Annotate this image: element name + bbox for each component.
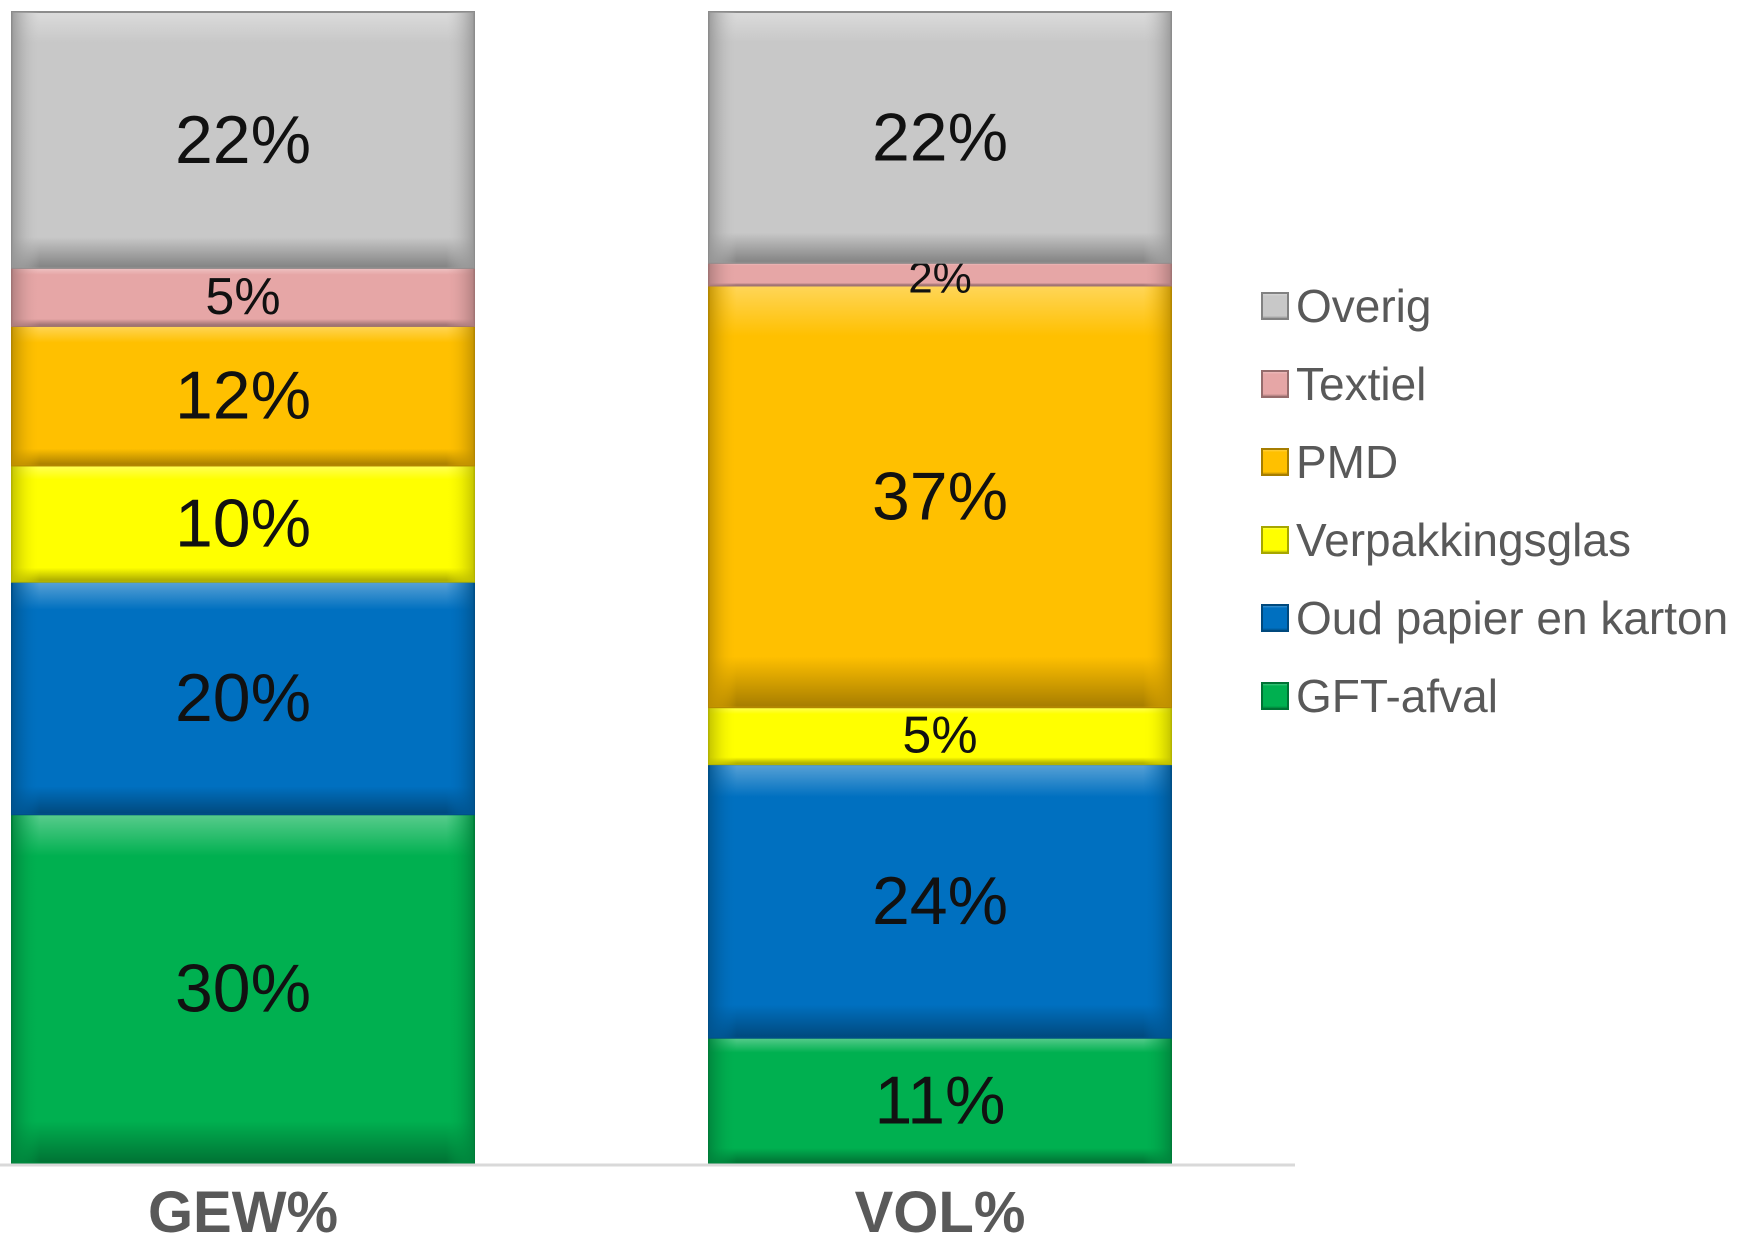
legend-item-oud-papier-en-karton: Oud papier en karton — [1261, 592, 1728, 644]
legend-label: Oud papier en karton — [1296, 592, 1728, 644]
category-label-gew: GEW% — [148, 1180, 338, 1245]
bar-segment-bevel — [12, 465, 474, 582]
data-label-overig-vol: 22% — [872, 99, 1008, 175]
legend-item-pmd: PMD — [1261, 436, 1398, 488]
legend-swatch — [1261, 604, 1289, 632]
bar-segment-bevel — [709, 285, 1171, 708]
legend-label: Overig — [1296, 280, 1431, 332]
bar-segment-bevel — [12, 581, 474, 815]
legend-swatch — [1261, 682, 1289, 710]
bar-segment-bevel — [709, 1037, 1171, 1163]
legend-item-verpakkingsglas: Verpakkingsglas — [1261, 514, 1631, 566]
data-label-oud-papier-en-karton-vol: 24% — [872, 863, 1008, 939]
data-label-overig-gew: 22% — [175, 102, 311, 178]
legend-swatch — [1261, 292, 1289, 320]
legend-swatch — [1261, 448, 1289, 476]
category-labels: GEW% VOL% — [148, 1180, 1025, 1245]
bar-segment-bevel — [12, 267, 474, 326]
data-label-pmd-gew: 12% — [175, 358, 311, 434]
legend-item-gft-afval: GFT-afval — [1261, 670, 1498, 722]
bar-segment-bevel — [709, 707, 1171, 765]
legend-label: GFT-afval — [1296, 670, 1498, 722]
bar-segment-bevel — [709, 12, 1171, 263]
data-label-oud-papier-en-karton-gew: 20% — [175, 660, 311, 736]
legend-item-textiel: Textiel — [1261, 358, 1426, 410]
legend-label: Textiel — [1296, 358, 1426, 410]
data-label-verpakkingsglas-gew: 10% — [175, 486, 311, 562]
legend-label: PMD — [1296, 436, 1398, 488]
legend-swatch — [1261, 370, 1289, 398]
bars-layer: 30%20%10%12%5%22%11%24%5%37%2%22% — [11, 11, 1172, 1164]
legend-swatch — [1261, 526, 1289, 554]
bar-segment-bevel — [709, 262, 1171, 286]
data-label-verpakkingsglas-vol: 5% — [902, 707, 977, 765]
data-label-gft-afval-vol: 11% — [874, 1062, 1005, 1138]
data-label-pmd-vol: 37% — [872, 458, 1008, 534]
bar-segment-bevel — [12, 814, 474, 1163]
bar-segment-bevel — [12, 325, 474, 466]
category-label-vol: VOL% — [855, 1180, 1026, 1245]
legend-item-overig: Overig — [1261, 280, 1431, 332]
legend: Overig Textiel PMD Verpakkingsglas Oud papie… — [1261, 280, 1728, 722]
data-label-textiel-gew: 5% — [205, 268, 280, 326]
data-label-gft-afval-gew: 30% — [175, 951, 311, 1027]
legend-label: Verpakkingsglas — [1296, 514, 1631, 566]
bar-segment-bevel — [709, 764, 1171, 1038]
bar-segment-bevel — [12, 12, 474, 268]
